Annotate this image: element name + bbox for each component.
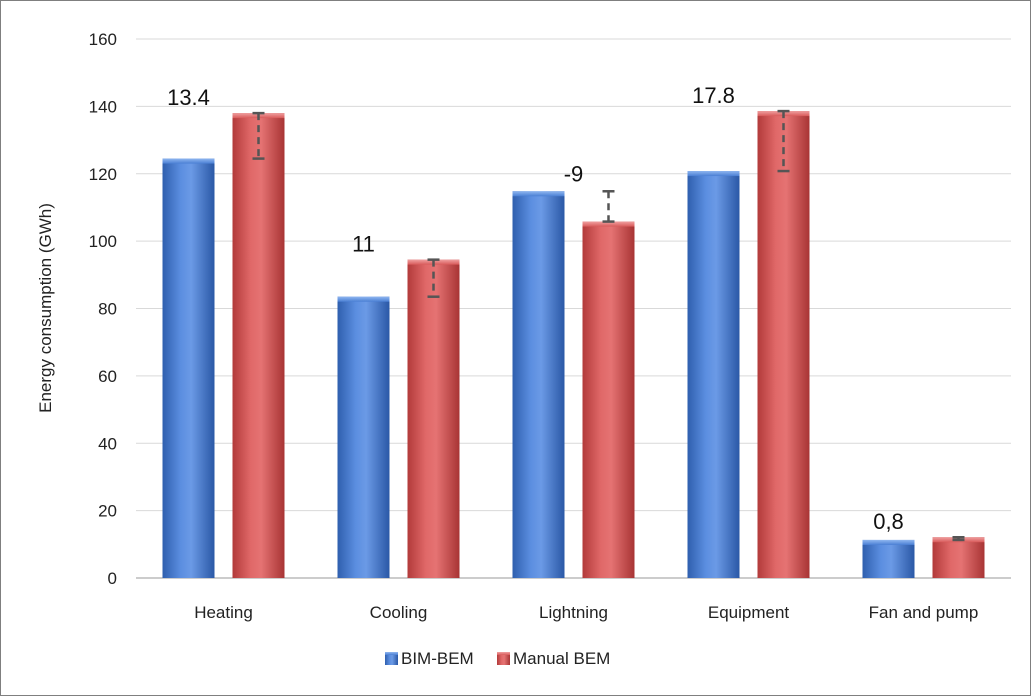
y-axis-ticks: 0 20 40 60 80 100 120 140 160 [89,30,117,588]
bar-bim-bem [512,191,565,578]
difference-marker [777,109,790,173]
y-axis-title: Energy consumption (GWh) [36,203,55,413]
difference-label: 0,8 [873,509,904,534]
difference-label: -9 [564,161,584,186]
y-tick-label: 100 [89,232,117,251]
category-label: Equipment [708,603,790,622]
y-tick-label: 40 [98,434,117,453]
category-label: Cooling [370,603,428,622]
difference-label: 13.4 [167,85,210,110]
difference-marker [602,190,615,223]
y-tick-label: 160 [89,30,117,49]
difference-label: 11 [352,232,375,257]
category-label: Heating [194,603,253,622]
difference-marker [252,111,265,160]
bar-bim-bem [337,296,390,578]
y-tick-label: 0 [108,569,117,588]
difference-markers [252,109,965,542]
category-label: Lightning [539,603,608,622]
y-tick-label: 20 [98,502,117,521]
bar-bim-bem [162,158,215,578]
x-axis-categories: Heating Cooling Lightning Equipment Fan and … [194,603,978,622]
difference-marker [427,258,440,298]
svg-text:BIM-BEM: BIM-BEM [401,649,474,668]
bar-manual-bem [407,259,460,578]
bars [162,111,985,579]
svg-text:Manual BEM: Manual BEM [513,649,610,668]
y-tick-label: 140 [89,97,117,116]
bar-manual-bem [932,537,985,578]
difference-marker [952,535,965,542]
y-tick-label: 120 [89,165,117,184]
bar-manual-bem [757,111,810,578]
legend-item: BIM-BEM [385,649,474,668]
y-tick-label: 60 [98,367,117,386]
category-label: Fan and pump [869,603,979,622]
y-tick-label: 80 [98,300,117,319]
difference-labels: 13.4 11 -9 17.8 0,8 [167,83,904,534]
bar-bim-bem [687,171,740,578]
bar-manual-bem [232,113,285,579]
legend-item: Manual BEM [497,649,610,668]
bar-manual-bem [582,221,635,578]
legend: BIM-BEM Manual BEM [385,649,610,668]
bar-bim-bem [862,539,915,578]
difference-label: 17.8 [692,83,735,108]
